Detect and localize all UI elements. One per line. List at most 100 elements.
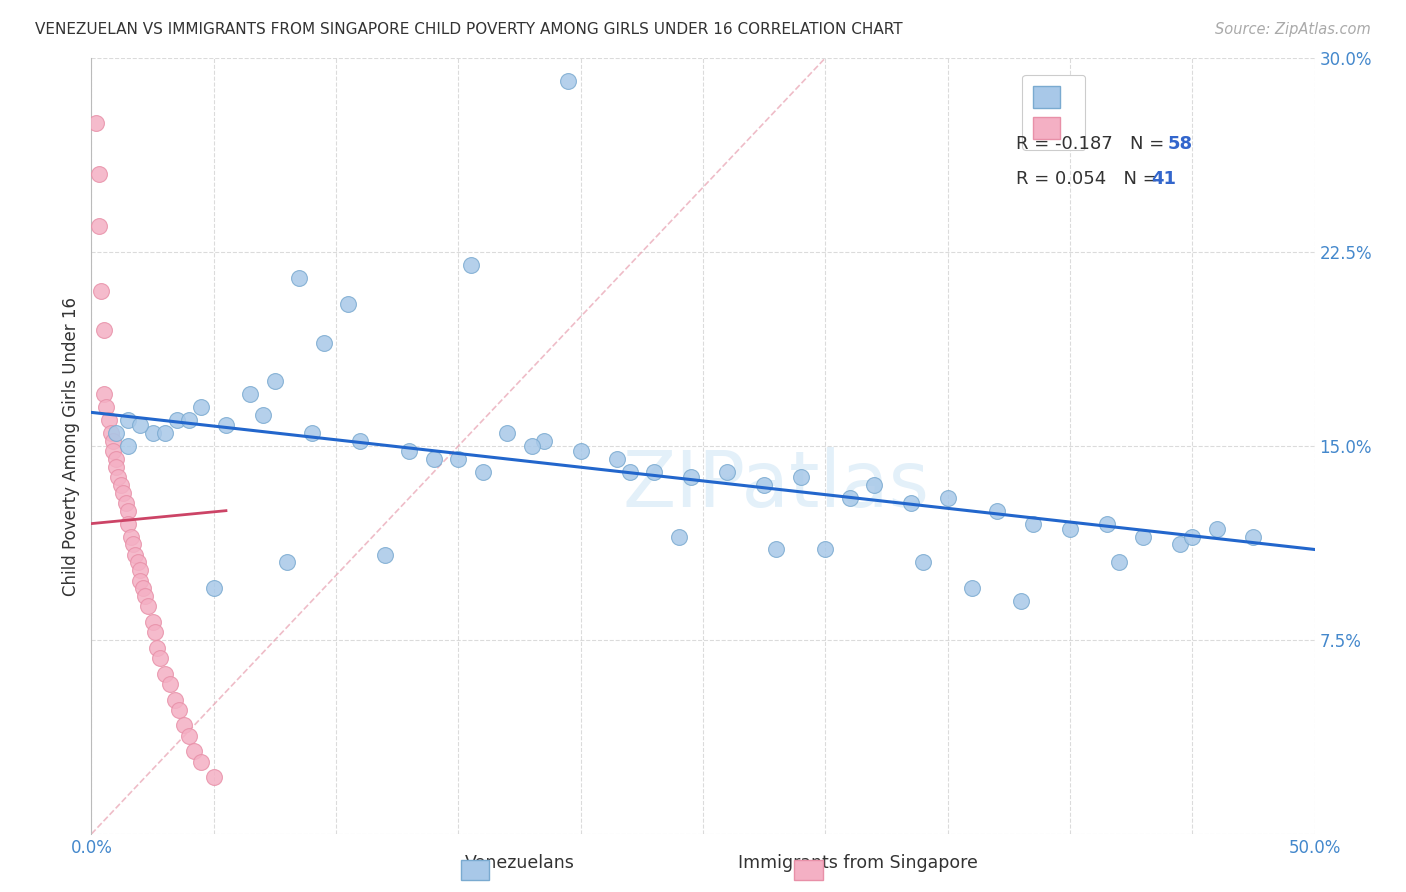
- Point: [120, 529, 142, 543]
- Point: [276, 555, 298, 570]
- Point: [103, 434, 125, 448]
- Point: [117, 516, 139, 531]
- Point: [100, 425, 122, 440]
- Point: [159, 677, 181, 691]
- Point: [1168, 537, 1191, 551]
- Point: [252, 408, 274, 422]
- Point: [153, 666, 176, 681]
- Point: [423, 451, 446, 466]
- Point: [716, 465, 738, 479]
- Point: [117, 413, 139, 427]
- Point: [264, 375, 287, 389]
- Text: R = -0.187   N =: R = -0.187 N =: [1017, 135, 1170, 153]
- Point: [863, 477, 886, 491]
- Point: [936, 491, 959, 505]
- Point: [117, 503, 139, 517]
- Point: [460, 258, 482, 272]
- Point: [520, 439, 543, 453]
- Point: [129, 574, 152, 588]
- Point: [912, 555, 935, 570]
- Point: [129, 563, 152, 577]
- Text: VENEZUELAN VS IMMIGRANTS FROM SINGAPORE CHILD POVERTY AMONG GIRLS UNDER 16 CORRE: VENEZUELAN VS IMMIGRANTS FROM SINGAPORE …: [35, 22, 903, 37]
- Point: [288, 271, 311, 285]
- Text: 41: 41: [1152, 170, 1175, 188]
- Text: R = 0.054   N =: R = 0.054 N =: [1017, 170, 1164, 188]
- Point: [114, 496, 136, 510]
- Point: [337, 296, 360, 311]
- Point: [765, 542, 787, 557]
- Point: [349, 434, 371, 448]
- Point: [202, 770, 225, 784]
- Point: [986, 503, 1008, 517]
- Point: [301, 425, 323, 440]
- Point: [87, 219, 110, 233]
- Text: Source: ZipAtlas.com: Source: ZipAtlas.com: [1215, 22, 1371, 37]
- Point: [183, 744, 205, 758]
- Point: [1181, 529, 1204, 543]
- Point: [471, 465, 494, 479]
- Point: [533, 434, 555, 448]
- Point: [110, 477, 132, 491]
- Text: 58: 58: [1168, 135, 1192, 153]
- Point: [94, 400, 117, 414]
- Point: [569, 444, 592, 458]
- Point: [141, 425, 163, 440]
- Point: [790, 470, 813, 484]
- Point: [132, 582, 155, 596]
- Point: [153, 425, 176, 440]
- Point: [496, 425, 519, 440]
- Point: [1205, 522, 1227, 536]
- Point: [122, 537, 145, 551]
- Text: Immigrants from Singapore: Immigrants from Singapore: [738, 855, 977, 872]
- Point: [239, 387, 262, 401]
- Point: [398, 444, 420, 458]
- Point: [169, 703, 191, 717]
- Point: [1022, 516, 1045, 531]
- Point: [104, 425, 127, 440]
- Point: [1132, 529, 1154, 543]
- Point: [129, 418, 152, 433]
- Point: [447, 451, 470, 466]
- Point: [619, 465, 641, 479]
- Point: [1010, 594, 1032, 608]
- Point: [93, 387, 115, 401]
- Y-axis label: Child Poverty Among Girls Under 16: Child Poverty Among Girls Under 16: [62, 296, 80, 596]
- Point: [1059, 522, 1081, 536]
- Point: [190, 400, 212, 414]
- Point: [643, 465, 665, 479]
- Point: [104, 459, 127, 474]
- Point: [149, 651, 172, 665]
- Point: [87, 168, 110, 182]
- Point: [1108, 555, 1130, 570]
- Point: [179, 413, 201, 427]
- Point: [141, 615, 163, 629]
- Point: [97, 413, 120, 427]
- Point: [1243, 529, 1265, 543]
- Text: ZIPatlas: ZIPatlas: [623, 447, 929, 523]
- Point: [606, 451, 628, 466]
- Point: [215, 418, 238, 433]
- Point: [84, 115, 107, 129]
- Point: [93, 322, 115, 336]
- Point: [124, 548, 146, 562]
- Point: [163, 692, 186, 706]
- Point: [668, 529, 690, 543]
- Point: [90, 284, 112, 298]
- Point: [112, 485, 135, 500]
- Point: [679, 470, 702, 484]
- Point: [1095, 516, 1118, 531]
- Point: [173, 718, 195, 732]
- Point: [127, 555, 149, 570]
- Point: [557, 74, 579, 88]
- Point: [960, 582, 983, 596]
- Text: Venezuelans: Venezuelans: [465, 855, 575, 872]
- Point: [136, 599, 159, 614]
- Point: [754, 477, 776, 491]
- Point: [117, 439, 139, 453]
- Point: [166, 413, 188, 427]
- Point: [838, 491, 860, 505]
- Point: [134, 589, 156, 603]
- Point: [374, 548, 396, 562]
- Point: [143, 625, 166, 640]
- Point: [900, 496, 922, 510]
